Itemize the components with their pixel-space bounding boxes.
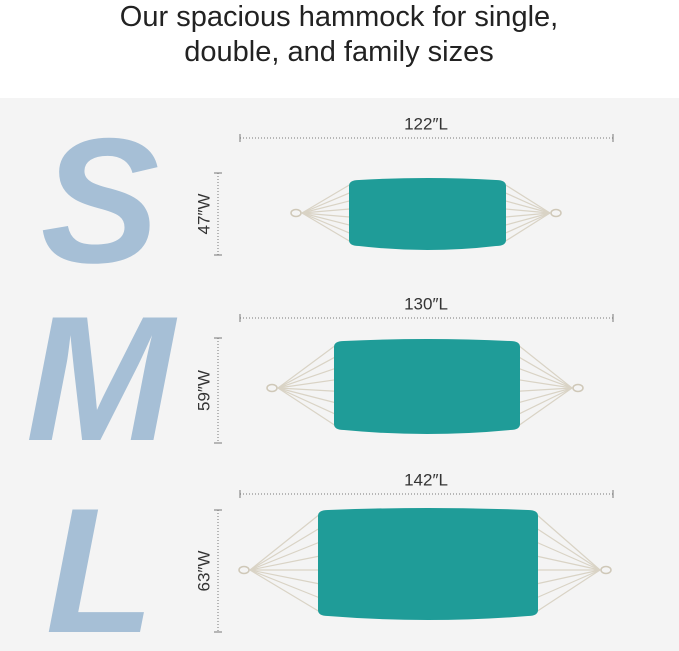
rope bbox=[277, 344, 337, 389]
rope bbox=[503, 212, 551, 227]
size-letter: S bbox=[41, 101, 160, 300]
rope bbox=[517, 387, 573, 404]
width-label: 59″W bbox=[194, 370, 213, 411]
rope bbox=[277, 387, 337, 392]
rope bbox=[517, 387, 573, 392]
rope bbox=[277, 387, 337, 427]
rope bbox=[249, 569, 321, 599]
rope bbox=[301, 199, 352, 214]
size-letter: M bbox=[26, 279, 178, 478]
rope bbox=[517, 344, 573, 389]
length-label: 142″L bbox=[404, 470, 448, 489]
hammock-fabric bbox=[334, 339, 520, 434]
rope bbox=[535, 569, 601, 585]
rope bbox=[503, 199, 551, 214]
rope bbox=[277, 387, 337, 415]
ring bbox=[550, 208, 562, 218]
rope bbox=[249, 569, 321, 585]
rope bbox=[517, 379, 573, 389]
rope bbox=[503, 212, 551, 235]
rope bbox=[535, 569, 601, 613]
ring bbox=[238, 565, 250, 575]
title-line: double, and family sizes bbox=[184, 36, 494, 68]
header-bg bbox=[0, 0, 679, 98]
width-label: 47″W bbox=[194, 194, 213, 235]
width-label: 63″W bbox=[194, 551, 213, 592]
rope bbox=[535, 569, 601, 599]
rope bbox=[249, 555, 321, 571]
rope bbox=[277, 356, 337, 389]
rope bbox=[277, 379, 337, 389]
hammock-fabric bbox=[318, 508, 538, 620]
rope bbox=[503, 191, 551, 214]
rope bbox=[249, 513, 321, 571]
rope bbox=[503, 212, 551, 243]
ring bbox=[266, 383, 278, 393]
hammock-fabric bbox=[349, 178, 506, 250]
rope bbox=[503, 208, 551, 214]
rope bbox=[517, 367, 573, 389]
rope bbox=[535, 513, 601, 571]
length-label: 122″L bbox=[404, 114, 448, 133]
title-line: Our spacious hammock for single, bbox=[120, 1, 558, 33]
rope bbox=[249, 569, 321, 613]
rope bbox=[301, 208, 352, 214]
rope bbox=[301, 212, 352, 218]
rope bbox=[503, 212, 551, 218]
ring bbox=[572, 383, 584, 393]
rope bbox=[301, 212, 352, 235]
rope bbox=[277, 387, 337, 404]
size-letter: L bbox=[46, 471, 155, 651]
rope bbox=[249, 527, 321, 571]
ring bbox=[600, 565, 612, 575]
rope bbox=[301, 191, 352, 214]
rope bbox=[301, 212, 352, 227]
rope bbox=[517, 387, 573, 427]
rope bbox=[277, 367, 337, 389]
rope bbox=[517, 387, 573, 415]
rope bbox=[535, 555, 601, 571]
rope bbox=[535, 541, 601, 571]
rope bbox=[517, 356, 573, 389]
rope bbox=[249, 541, 321, 571]
rope bbox=[301, 212, 352, 243]
rope bbox=[301, 183, 352, 214]
rope bbox=[535, 527, 601, 571]
rope bbox=[503, 183, 551, 214]
length-label: 130″L bbox=[404, 294, 448, 313]
ring bbox=[290, 208, 302, 218]
